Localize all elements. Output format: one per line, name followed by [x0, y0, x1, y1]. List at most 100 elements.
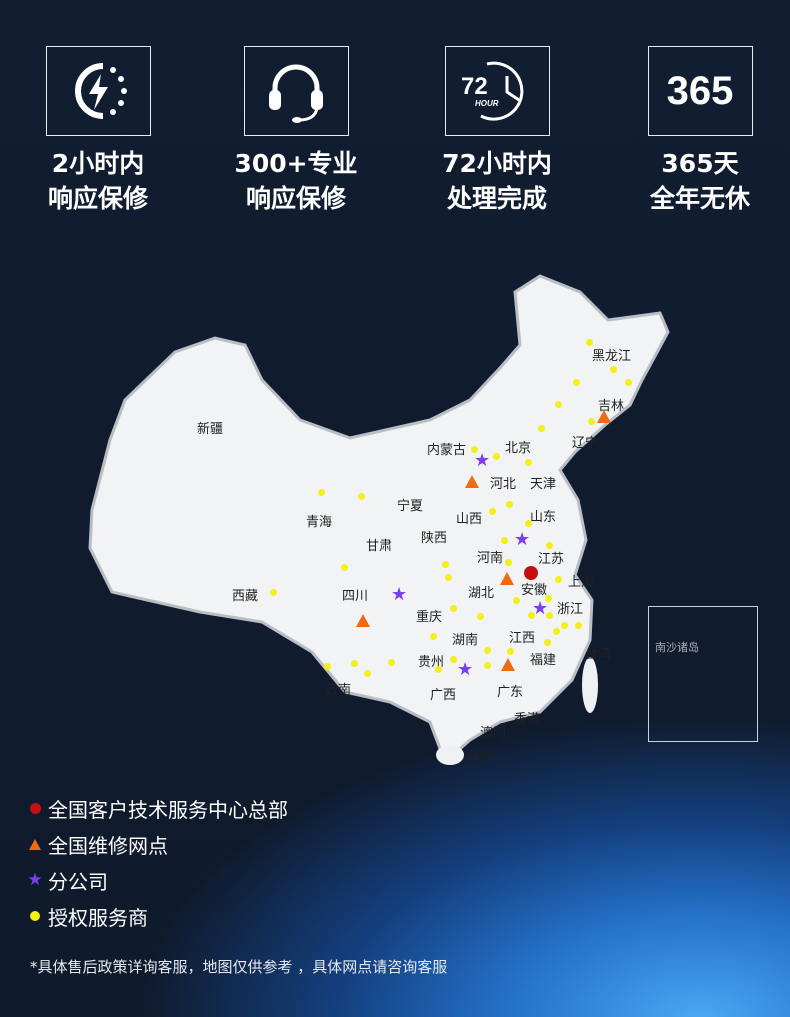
province-label: 重庆 — [416, 610, 443, 625]
hainan-shape — [436, 745, 464, 765]
legend-label: 授权服务商 — [48, 905, 148, 930]
dealer-marker — [561, 622, 568, 629]
orange-triangle-icon — [29, 838, 41, 850]
dealer-marker — [575, 622, 582, 629]
repair-marker — [500, 572, 514, 585]
province-label: 陕西 — [421, 531, 448, 546]
dealer-marker — [445, 574, 452, 581]
legend-label: 全国客户技术服务中心总部 — [48, 797, 288, 822]
feature-line2: 响应保修 — [47, 184, 148, 213]
province-label: 山东 — [530, 510, 557, 525]
disclaimer-note: *具体售后政策详询客服，地图仅供参考 ，具体网点请咨询客服 — [30, 958, 448, 976]
repair-marker — [597, 410, 611, 423]
province-label: 澳门 — [480, 726, 507, 741]
legend-label: 全国维修网点 — [48, 833, 168, 858]
province-label: 海南 — [466, 749, 493, 764]
province-label: 福建 — [530, 653, 557, 668]
dealer-marker — [555, 576, 562, 583]
repair-marker — [356, 614, 370, 627]
dealer-marker — [270, 589, 277, 596]
feature-line1: 300+专业 — [234, 149, 358, 178]
province-label: 广西 — [430, 688, 457, 703]
dealer-marker — [586, 339, 593, 346]
province-label: 内蒙古 — [427, 443, 467, 458]
dealer-marker — [506, 501, 513, 508]
dealer-marker — [513, 597, 520, 604]
dealer-marker — [555, 401, 562, 408]
clock-number: 72 — [461, 73, 488, 100]
dealer-marker — [546, 542, 553, 549]
province-label: 北京 — [505, 441, 532, 456]
dealer-marker — [477, 613, 484, 620]
dealer-marker — [324, 663, 331, 670]
province-label: 广东 — [497, 685, 524, 700]
inset-label: 南沙诸岛 — [655, 641, 699, 654]
purple-star-icon: ★ — [27, 870, 43, 890]
dealer-marker — [493, 453, 500, 460]
feature-365-days: 365 365天全年无休 — [630, 46, 770, 216]
legend-item-dealer: 授权服务商 — [26, 898, 288, 934]
province-label: 宁夏 — [397, 499, 424, 514]
legend-item-repair: 全国维修网点 — [26, 826, 288, 862]
headset-icon — [243, 46, 349, 136]
province-label: 安徽 — [521, 583, 548, 598]
province-label: 四川 — [342, 589, 369, 604]
dealer-marker — [471, 446, 478, 453]
dealer-marker — [545, 595, 552, 602]
province-label: 上海 — [568, 575, 595, 590]
province-label: 江西 — [509, 631, 536, 646]
province-label: 台湾 — [585, 647, 612, 662]
province-label: 青海 — [306, 515, 333, 530]
legend: 全国客户技术服务中心总部 全国维修网点 ★ 分公司 授权服务商 — [26, 790, 288, 934]
branch-marker: ★ — [391, 584, 408, 605]
feature-300-pros: 300+专业 响应保修 — [226, 46, 366, 216]
province-label: 香港 — [514, 712, 541, 727]
72-hour-clock-icon: 72 HOUR — [444, 46, 550, 136]
province-label: 甘肃 — [366, 539, 393, 554]
dealer-marker — [318, 489, 325, 496]
dealer-marker — [573, 379, 580, 386]
dealer-marker — [351, 660, 358, 667]
dealer-marker — [553, 628, 560, 635]
province-label: 西藏 — [232, 589, 259, 604]
province-label: 河南 — [477, 551, 504, 566]
feature-line2: 响应保修 — [245, 184, 346, 213]
legend-item-hq: 全国客户技术服务中心总部 — [26, 790, 288, 826]
branch-marker: ★ — [474, 450, 491, 471]
dealer-marker — [610, 366, 617, 373]
dealer-marker — [450, 605, 457, 612]
province-label: 天津 — [530, 477, 557, 492]
dealer-marker — [505, 559, 512, 566]
red-circle-icon — [29, 802, 41, 814]
feature-line1: 72小时内 — [442, 149, 552, 178]
province-label: 河北 — [490, 477, 517, 492]
taiwan-shape — [582, 657, 598, 713]
dealer-marker — [358, 493, 365, 500]
dealer-marker — [484, 647, 491, 654]
dealer-marker — [538, 425, 545, 432]
lightning-clock-icon — [45, 46, 151, 136]
dealer-marker — [525, 520, 532, 527]
repair-marker — [465, 475, 479, 488]
dealer-marker — [489, 508, 496, 515]
dealer-marker — [364, 670, 371, 677]
province-label: 黑龙江 — [592, 349, 632, 364]
dealer-marker — [507, 648, 514, 655]
province-label: 新疆 — [197, 422, 224, 437]
feature-line2: 全年无休 — [649, 184, 750, 213]
branch-marker: ★ — [457, 659, 474, 680]
south-china-sea-inset: 南沙诸岛 — [648, 606, 758, 742]
province-label: 辽宁 — [572, 436, 599, 451]
dealer-marker — [341, 564, 348, 571]
feature-line1: 365天 — [661, 149, 739, 178]
365-text: 365 — [666, 68, 734, 113]
dealer-marker — [544, 639, 551, 646]
dealer-marker — [484, 662, 491, 669]
365-icon: 365 — [647, 46, 753, 136]
legend-item-branch: ★ 分公司 — [26, 862, 288, 898]
province-label: 云南 — [325, 683, 352, 698]
feature-72h-resolve: 72 HOUR 72小时内 处理完成 — [427, 46, 567, 216]
clock-sub: HOUR — [475, 99, 499, 108]
dealer-marker — [501, 537, 508, 544]
